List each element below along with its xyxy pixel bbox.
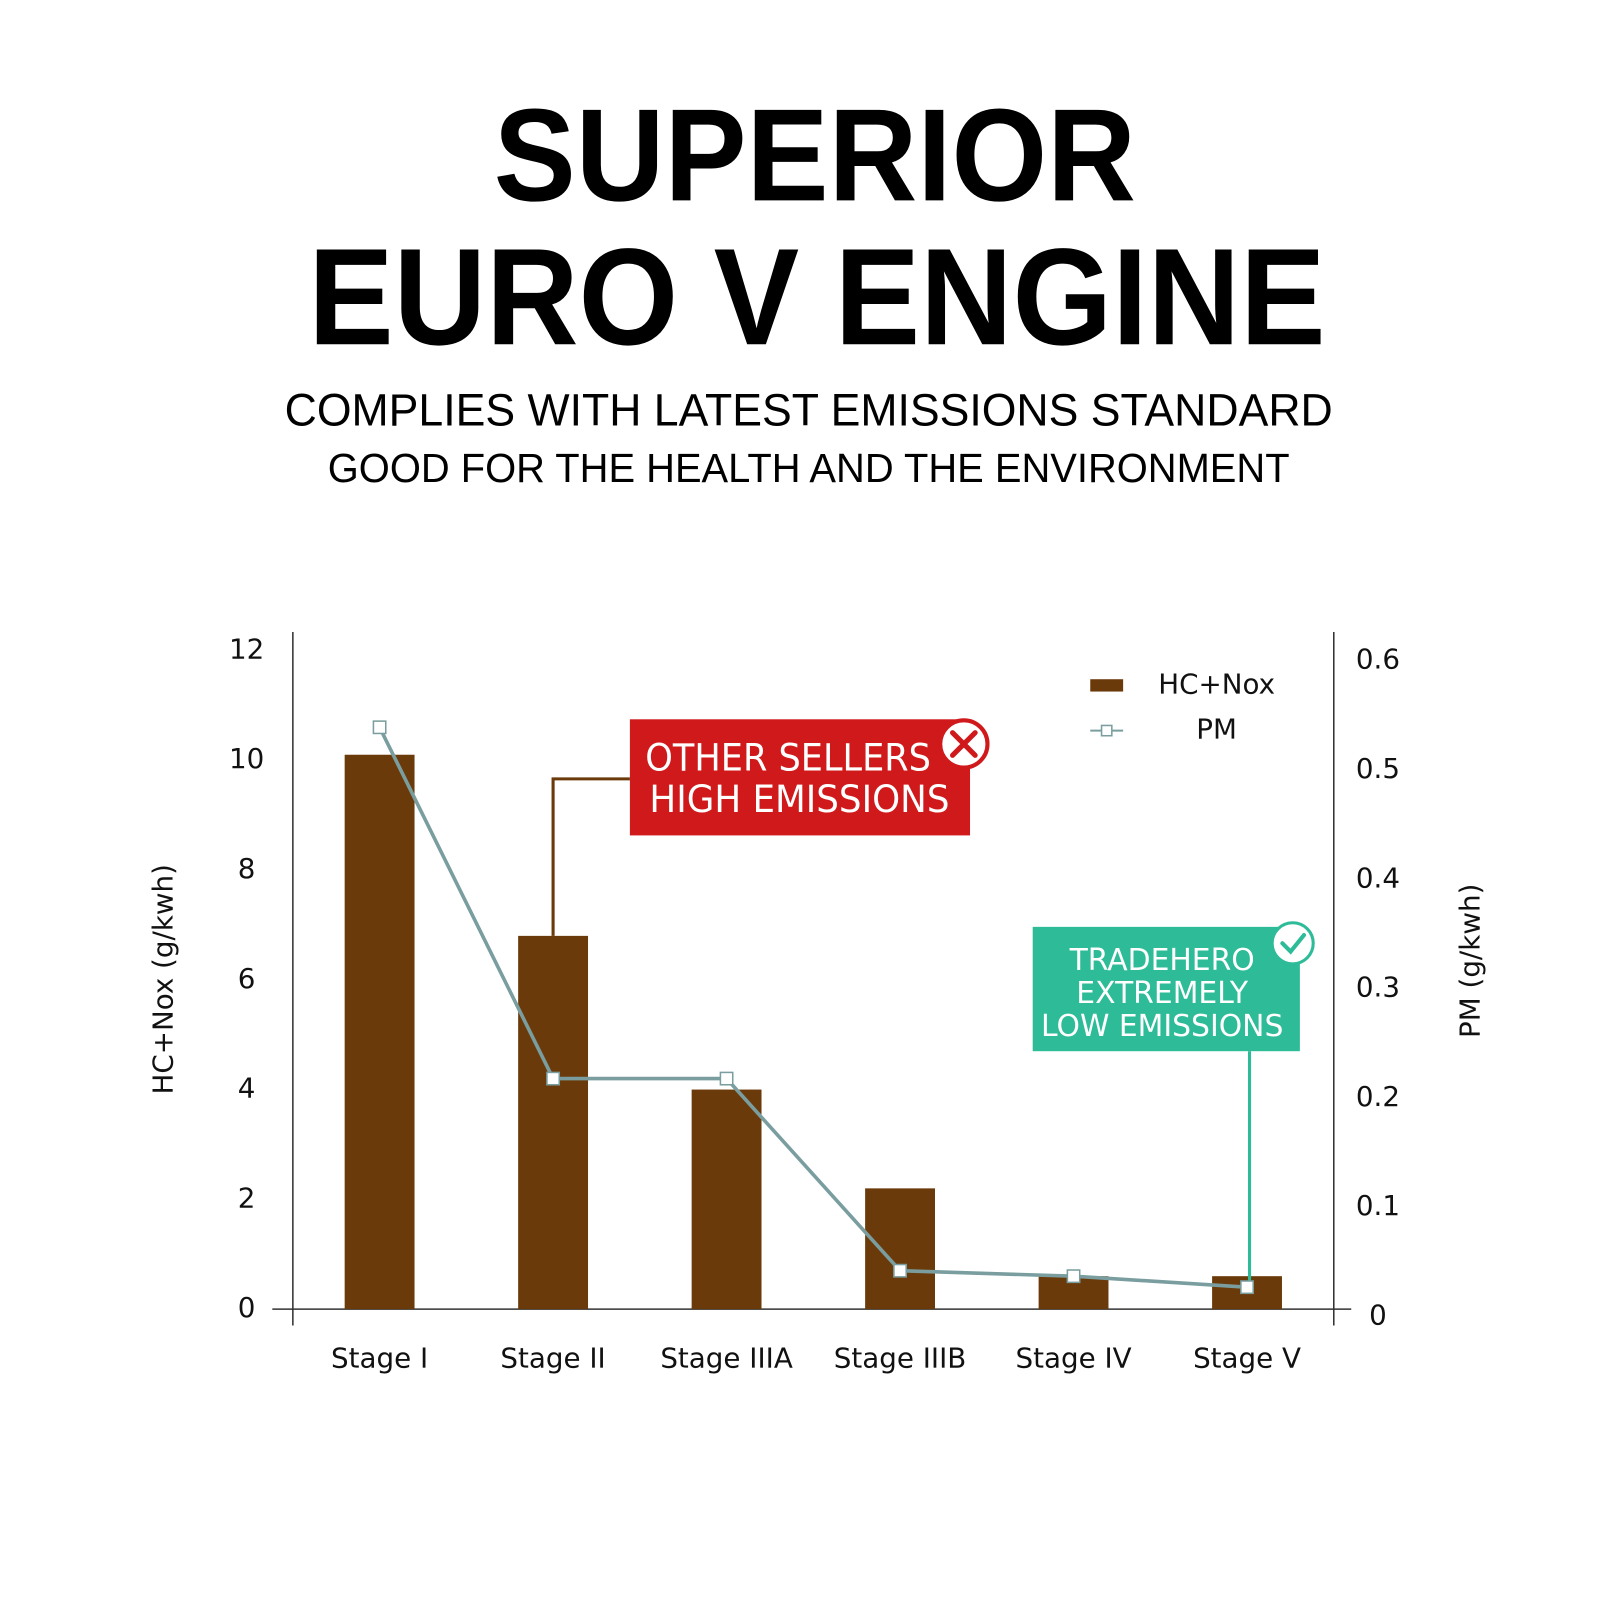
annotation-text: TRADEHERO [1069,943,1255,978]
marker [546,1071,561,1086]
line [377,726,1248,1289]
y-tick-label: 8 [238,852,256,885]
annotation-box [1032,926,1300,1052]
x-tick-label: Stage IV [1015,1341,1131,1374]
annotation-text: HIGH EMISSIONS [649,778,949,821]
marker [1240,1280,1254,1295]
x-tick-label: Stage I [331,1341,428,1374]
y2-tick-label: 0.5 [1356,752,1400,785]
annotation-icon [1270,921,1315,966]
annotation-text: EXTREMELY [1076,976,1249,1011]
annotation-icon [1280,933,1307,955]
bar [344,754,415,1310]
x-tick-label: Stage IIIB [834,1341,967,1374]
marker [1066,1269,1081,1284]
annotation-text: OTHER SELLERS [645,737,931,780]
bar [865,1188,935,1310]
y2-tick-label: 0.1 [1356,1189,1400,1222]
x-tick-label: Stage V [1193,1341,1301,1374]
annotation-box [629,719,971,836]
y2-axis-label: PM (g/kwh) [1453,884,1486,1038]
y2-tick-label: 0.3 [1356,971,1400,1004]
y-tick-label: 4 [238,1072,256,1105]
annotation-text: LOW EMISSIONS [1041,1009,1283,1044]
annotation-connector [551,777,630,936]
y2-tick-label: 0.4 [1356,861,1400,894]
marker [893,1263,907,1278]
legend-label: PM [1196,713,1237,746]
y-axis-label: HC+Nox (g/kwh) [146,864,179,1094]
title-line: SUPERIOR [494,81,1136,228]
subtitle-line: COMPLIES WITH LATEST EMISSIONS STANDARD [285,384,1333,435]
annotation-icon [949,730,978,758]
x-tick-label: Stage II [500,1341,605,1374]
y-tick-label: 0 [238,1291,256,1324]
x-tick-label: Stage IIIA [660,1341,792,1374]
y-tick-label: 2 [238,1181,256,1214]
y2-tick-label: 0.2 [1356,1080,1400,1113]
y-tick-label: 6 [238,962,256,995]
title-line: EURO V ENGINE [308,220,1325,374]
marker [719,1071,734,1086]
bar [691,1089,762,1310]
legend-swatch [1090,679,1124,692]
y-tick-label: 12 [229,632,264,665]
y2-tick-label: 0.6 [1356,643,1400,676]
marker [372,720,387,735]
y-tick-label: 10 [229,742,264,775]
y2-tick-label: 0 [1369,1298,1387,1331]
subtitle-line: GOOD FOR THE HEALTH AND THE ENVIRONMENT [328,445,1290,491]
legend-swatch [1100,724,1113,737]
legend-label: HC+Nox [1158,667,1275,700]
bar [518,935,589,1310]
